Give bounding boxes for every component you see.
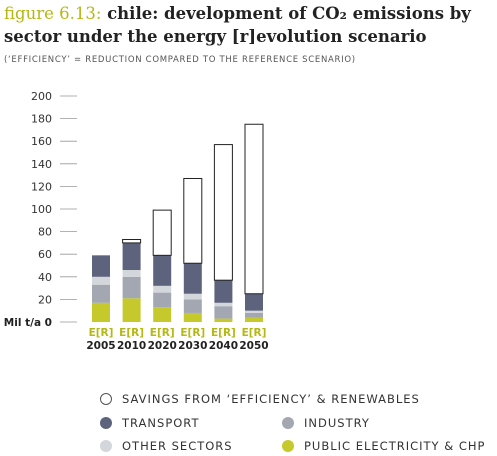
x-category-scenario-label: E[R] bbox=[89, 327, 114, 339]
x-tick-label: 2010 bbox=[117, 340, 146, 352]
y-tick-label: 60 bbox=[38, 248, 52, 261]
y-tick-label: 40 bbox=[38, 271, 52, 284]
bar-segment bbox=[122, 298, 141, 322]
bar-segment bbox=[153, 292, 172, 308]
bar-segment bbox=[153, 307, 172, 322]
y-tick-label: 200 bbox=[31, 90, 52, 103]
bar-segment bbox=[92, 255, 110, 277]
y-tick-label: 80 bbox=[38, 226, 52, 239]
x-category-scenario-label: E[R] bbox=[180, 327, 205, 339]
y-tick-label: 140 bbox=[31, 158, 52, 171]
bar-segment bbox=[122, 270, 141, 277]
bar-segment bbox=[214, 306, 233, 319]
bar-segment bbox=[122, 242, 141, 271]
bar-segment bbox=[122, 239, 142, 244]
y-tick-label: 120 bbox=[31, 180, 52, 193]
chart-subtitle: (‘EFFICIENCY’ = REDUCTION COMPARED TO TH… bbox=[4, 55, 356, 65]
figure-label: figure 6.13: bbox=[4, 4, 102, 23]
bar-segment bbox=[245, 310, 263, 313]
x-tick-label: 2040 bbox=[209, 340, 238, 352]
figure-title-text: chile: development of CO₂ emissions by s… bbox=[4, 4, 471, 46]
bar-segment bbox=[245, 293, 263, 311]
bar-segment bbox=[122, 276, 141, 299]
bar-segment bbox=[92, 276, 110, 285]
y-tick-label: 160 bbox=[31, 135, 52, 148]
bar-segment bbox=[152, 209, 172, 256]
x-tick-label: 2050 bbox=[239, 340, 268, 352]
bar-segment bbox=[183, 293, 202, 300]
y-tick-label: 20 bbox=[38, 293, 52, 306]
bar-segment bbox=[214, 318, 233, 322]
bar-segment bbox=[183, 263, 202, 294]
y-axis-unit-label: Mil t/a 0 bbox=[4, 317, 52, 329]
x-tick-label: 2020 bbox=[148, 340, 177, 352]
chart-title: figure 6.13: chile: development of CO₂ e… bbox=[4, 2, 496, 48]
bar-segment bbox=[92, 302, 110, 322]
bar-segment bbox=[213, 144, 233, 281]
bar-segment bbox=[183, 177, 203, 264]
x-category-scenario-label: E[R] bbox=[150, 327, 175, 339]
x-category-scenario-label: E[R] bbox=[119, 327, 144, 339]
bar-segment bbox=[153, 285, 172, 293]
bar-segment bbox=[183, 312, 202, 322]
bar-segment bbox=[153, 255, 172, 286]
x-tick-label: 2030 bbox=[178, 340, 207, 352]
bar-segment bbox=[214, 302, 233, 307]
bar-segment bbox=[92, 284, 110, 303]
x-tick-label: 2005 bbox=[86, 340, 115, 352]
y-tick-label: 180 bbox=[31, 113, 52, 126]
bar-segment bbox=[245, 312, 263, 318]
bar-segment bbox=[245, 317, 263, 322]
x-category-scenario-label: E[R] bbox=[242, 327, 267, 339]
bar-segment bbox=[244, 123, 264, 295]
bar-segment bbox=[183, 299, 202, 313]
y-tick-label: 100 bbox=[31, 203, 52, 216]
x-category-scenario-label: E[R] bbox=[211, 327, 236, 339]
bar-segment bbox=[214, 280, 233, 303]
